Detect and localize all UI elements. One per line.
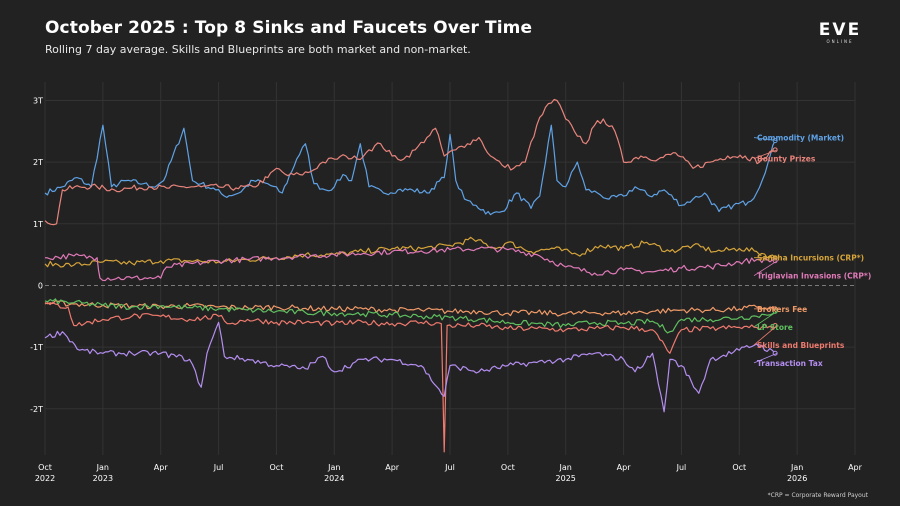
series-line: [44, 246, 776, 282]
series-line: [44, 124, 776, 216]
series-label-leader: [753, 149, 778, 159]
series-label: Bounty Prizes: [757, 155, 816, 164]
x-tick-label: Oct: [270, 463, 284, 472]
chart-subtitle: Rolling 7 day average. Skills and Bluepr…: [45, 43, 471, 56]
x-tick-label: Jul: [444, 463, 455, 472]
series-label: Triglavian Invasions (CRP*): [757, 272, 871, 281]
x-tick-label: Apr: [617, 463, 632, 472]
x-tick-year: 2025: [556, 474, 576, 483]
y-tick-label: 3T: [33, 96, 43, 105]
x-axis: Oct 2022 Jan 2023 Apr Jul Oct Jan 2024 Apr Jul Oct J…: [35, 463, 863, 483]
series-label: Sansha Incursions (CRP*): [757, 254, 864, 263]
series-line: [44, 300, 776, 317]
series-label: Brokers Fee: [757, 305, 807, 314]
y-axis: 3T 2T 1T 0 -1T -2T: [30, 96, 43, 413]
eve-online-logo: EVE ONLINE: [812, 20, 868, 45]
x-tick-label: Apr: [154, 463, 169, 472]
logo-wordmark: EVE: [818, 20, 862, 40]
y-tick-label: -1T: [30, 343, 43, 352]
x-tick-label: Oct: [38, 463, 52, 472]
series-label-leader: [753, 352, 778, 364]
series-label: Transaction Tax: [757, 359, 823, 368]
y-tick-label: -2T: [30, 405, 43, 414]
series-lines: [44, 98, 778, 453]
series-label-leader: [753, 325, 778, 346]
x-tick-label: Apr: [385, 463, 400, 472]
x-tick-year: 2022: [35, 474, 55, 483]
series-line: [44, 298, 776, 334]
x-tick-label: Jan: [327, 463, 340, 472]
y-tick-label: 0: [38, 281, 43, 290]
x-tick-label: Apr: [848, 463, 863, 472]
y-tick-label: 1T: [33, 220, 43, 229]
series-label-leader: [753, 311, 778, 328]
logo-subtext: ONLINE: [826, 39, 854, 44]
x-tick-label: Jan: [96, 463, 109, 472]
footnote: *CRP = Corporate Reward Payout: [767, 492, 868, 499]
x-tick-label: Jul: [676, 463, 687, 472]
series-line: [44, 321, 776, 413]
x-tick-label: Oct: [732, 463, 746, 472]
x-tick-label: Oct: [501, 463, 515, 472]
x-tick-label: Jan: [559, 463, 572, 472]
series-line: [44, 302, 776, 453]
x-tick-label: Jan: [790, 463, 803, 472]
series-labels: Commodity (Market) Bounty Prizes Sansha In…: [753, 134, 871, 368]
series-label: Commodity (Market): [757, 134, 844, 143]
series-line: [44, 236, 776, 268]
x-tick-year: 2023: [93, 474, 113, 483]
series-label-leader: [753, 260, 778, 277]
series-label: Skills and Blueprints: [757, 341, 845, 350]
x-tick-year: 2026: [787, 474, 807, 483]
series-line: [44, 98, 776, 226]
gridlines: [44, 82, 856, 455]
x-tick-label: Jul: [213, 463, 224, 472]
series-label-leader: [753, 137, 778, 141]
chart-title: October 2025 : Top 8 Sinks and Faucets O…: [45, 18, 533, 38]
x-tick-year: 2024: [324, 474, 344, 483]
y-tick-label: 2T: [33, 158, 43, 167]
